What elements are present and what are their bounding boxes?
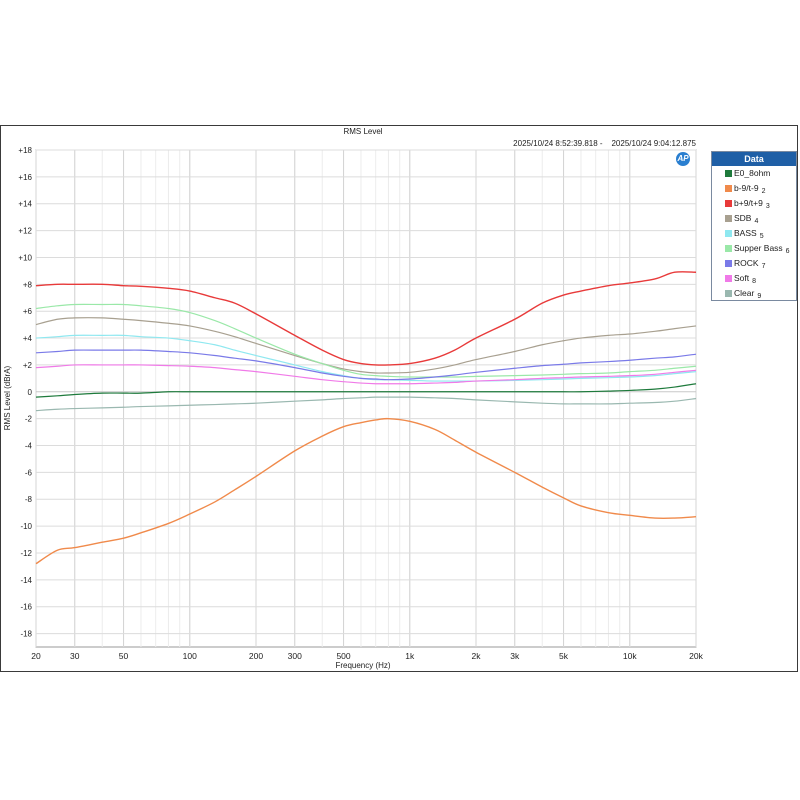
y-axis-label: RMS Level (dBrA): [3, 365, 12, 430]
legend-item[interactable]: b-9/t-9 2: [712, 181, 796, 196]
legend-series-number: 5: [759, 233, 764, 240]
legend-series-name: Supper Bass: [734, 243, 783, 253]
legend-series-name: ROCK: [734, 258, 759, 268]
series-line-supper-bass: [35, 303, 697, 378]
legend-series-number: 4: [754, 218, 759, 225]
x-tick-label: 20k: [689, 651, 703, 661]
legend-series-number: 9: [757, 293, 762, 300]
x-tick-label: 20: [31, 651, 41, 661]
legend-series-name: BASS: [734, 228, 757, 238]
y-tick-label: +10: [18, 253, 32, 262]
x-tick-label: 5k: [559, 651, 569, 661]
legend-item[interactable]: Supper Bass 6: [712, 241, 796, 256]
legend-item[interactable]: ROCK 7: [712, 256, 796, 271]
legend-swatch: [725, 245, 732, 252]
legend-swatch: [725, 170, 732, 177]
legend-label: E0_8ohm: [734, 168, 770, 178]
series-line-clear: [35, 396, 697, 412]
chart-timestamp: 2025/10/24 8:52:39.818 - 2025/10/24 9:04…: [513, 139, 696, 148]
tick-labels: 20 30 50 100 200 300 500 1k 2k 3k 5k 10k 20k +18 +16 +1…: [18, 146, 703, 661]
x-tick-label: 2k: [472, 651, 482, 661]
legend-series-name: E0_8ohm: [734, 168, 771, 178]
legend-swatch: [725, 275, 732, 282]
legend-series-name: b+9/t+9: [734, 198, 763, 208]
x-tick-label: 300: [288, 651, 302, 661]
y-tick-label: -16: [20, 603, 32, 612]
legend-label: Supper Bass 6: [734, 243, 790, 255]
legend-swatch: [725, 290, 732, 297]
series-line-rock: [35, 349, 697, 381]
x-tick-label: 100: [183, 651, 197, 661]
legend-label: b+9/t+9 3: [734, 198, 770, 210]
legend-label: SDB 4: [734, 213, 759, 225]
series-line-b-9-t-9: [35, 271, 697, 366]
legend-series-number: 8: [752, 278, 757, 285]
legend-swatch: [725, 200, 732, 207]
legend-series-number: 3: [765, 203, 770, 210]
legend-series-number: 6: [785, 248, 790, 255]
legend-series-name: Soft: [734, 273, 750, 283]
legend-swatch: [725, 215, 732, 222]
y-tick-label: 0: [28, 388, 33, 397]
series-line-e0-8ohm: [35, 383, 697, 398]
legend-label: b-9/t-9 2: [734, 183, 766, 195]
y-tick-label: +2: [23, 361, 33, 370]
series-line-sdb: [35, 317, 697, 374]
legend-label: ROCK 7: [734, 258, 766, 270]
legend-swatch: [725, 230, 732, 237]
legend-item[interactable]: BASS 5: [712, 226, 796, 241]
x-axis-label: Frequency (Hz): [335, 661, 390, 670]
x-tick-label: 500: [336, 651, 350, 661]
y-tick-label: +8: [23, 280, 33, 289]
y-tick-label: -18: [20, 630, 32, 639]
legend-panel: Data E0_8ohm b-9/t-9 2 b+9/t+9 3 SDB 4 BASS 5 Sup…: [711, 151, 797, 301]
grid-layer: [35, 149, 697, 647]
y-tick-label: +18: [18, 146, 32, 155]
plot-area: [35, 149, 697, 648]
y-tick-label: +4: [23, 334, 33, 343]
legend-label: Clear 9: [734, 288, 762, 300]
legend-swatch: [725, 185, 732, 192]
legend-series-number: 7: [761, 263, 766, 270]
y-tick-label: -10: [20, 522, 32, 531]
y-tick-label: +14: [18, 200, 32, 209]
chart-title: RMS Level: [343, 127, 382, 136]
x-tick-label: 200: [249, 651, 263, 661]
x-tick-label: 50: [119, 651, 129, 661]
y-tick-label: -4: [25, 442, 33, 451]
legend-title: Data: [712, 152, 796, 166]
series-line-soft: [35, 364, 697, 385]
legend-series-name: Clear: [734, 288, 755, 298]
legend-series-name: b-9/t-9: [734, 183, 759, 193]
x-tick-label: 30: [70, 651, 80, 661]
y-tick-label: +12: [18, 227, 32, 236]
y-tick-label: -6: [25, 468, 33, 477]
y-tick-label: +16: [18, 173, 32, 182]
x-tick-label: 10k: [623, 651, 637, 661]
y-tick-label: -12: [20, 549, 32, 558]
legend-swatch: [725, 260, 732, 267]
series-layer: [35, 271, 697, 565]
y-tick-label: -8: [25, 495, 33, 504]
legend-item[interactable]: b+9/t+9 3: [712, 196, 796, 211]
legend-items: E0_8ohm b-9/t-9 2 b+9/t+9 3 SDB 4 BASS 5 Supper B…: [712, 166, 796, 301]
x-tick-label: 1k: [405, 651, 415, 661]
legend-item[interactable]: SDB 4: [712, 211, 796, 226]
y-tick-label: -14: [20, 576, 32, 585]
legend-item[interactable]: E0_8ohm: [712, 166, 796, 181]
legend-series-number: 2: [761, 188, 766, 195]
legend-label: Soft 8: [734, 273, 757, 285]
series-line-b-9-t-9: [35, 417, 697, 565]
y-tick-label: -2: [25, 415, 33, 424]
legend-item[interactable]: Clear 9: [712, 286, 796, 301]
ap-logo-icon: AP: [676, 152, 690, 166]
legend-series-name: SDB: [734, 213, 752, 223]
legend-label: BASS 5: [734, 228, 764, 240]
x-tick-label: 3k: [510, 651, 520, 661]
legend-item[interactable]: Soft 8: [712, 271, 796, 286]
y-tick-label: +6: [23, 307, 33, 316]
